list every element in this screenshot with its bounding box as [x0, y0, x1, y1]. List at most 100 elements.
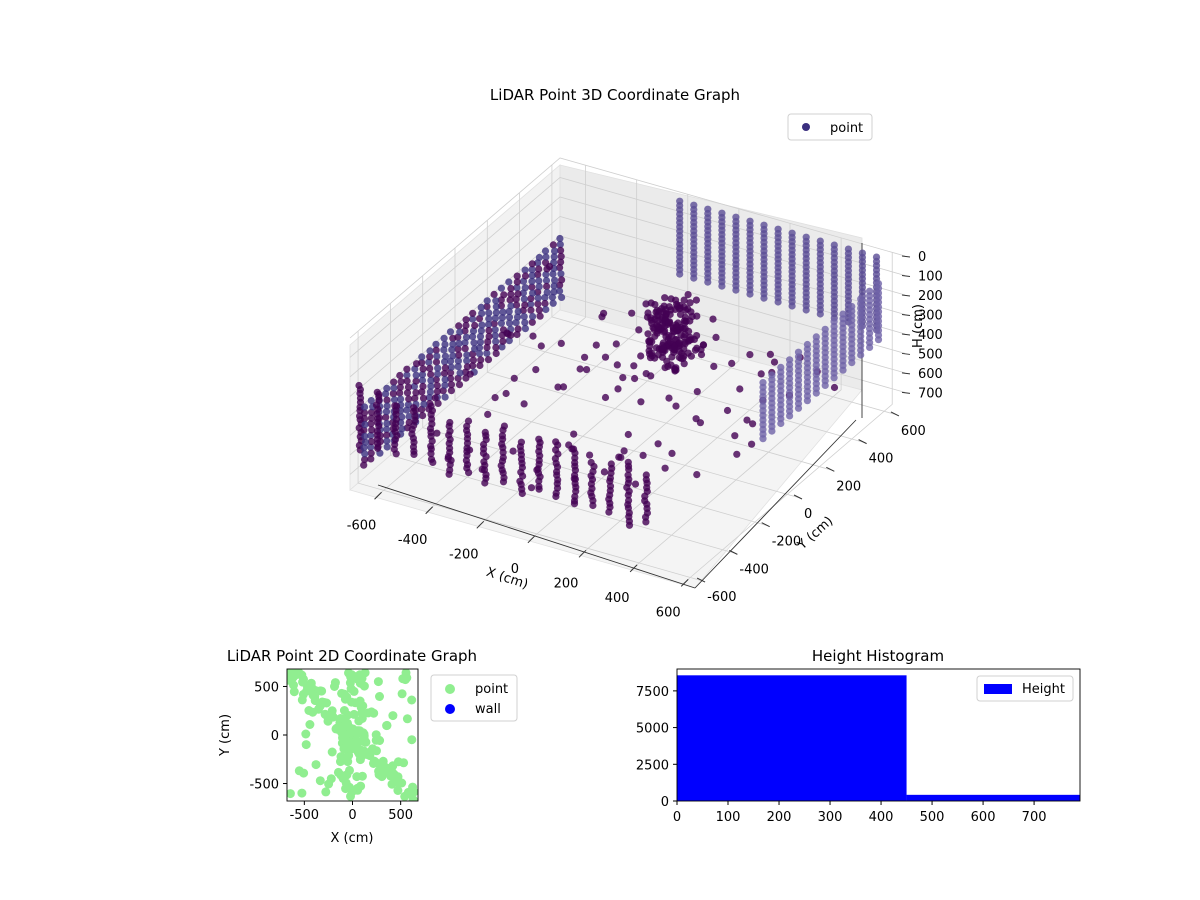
scatter-3d-point: [534, 465, 542, 473]
scatter-3d-point: [446, 328, 455, 336]
scatter-3d-point: [411, 412, 419, 420]
scatter-3d-point: [491, 314, 499, 322]
scatter-3d-point: [830, 374, 838, 382]
scatter-3d-point: [535, 277, 543, 285]
scatter-3d-point: [675, 305, 684, 313]
scatter-3d-point: [367, 431, 375, 440]
scatter-3d-point: [408, 430, 416, 438]
scatter-3d-point: [605, 495, 613, 503]
scatter-3d-point: [718, 282, 726, 290]
scatter-3d-point: [661, 464, 669, 472]
scatter-2d-point: [371, 730, 381, 740]
scatter-3d-point: [469, 327, 478, 335]
scatter-3d-point: [491, 394, 499, 402]
scatter-3d-point: [685, 327, 693, 335]
scatter-3d-point: [558, 276, 566, 284]
scatter-3d-point: [534, 271, 542, 279]
scatter-3d-point: [477, 327, 485, 335]
histogram-y-tick-label: 2500: [636, 758, 669, 773]
scatter-3d-point: [389, 390, 397, 398]
scatter-3d-point: [512, 319, 520, 327]
scatter-3d-point: [433, 352, 441, 360]
scatter-3d-point: [557, 270, 565, 278]
scatter-3d-point: [505, 313, 514, 321]
scatter-3d-point: [462, 333, 471, 341]
grid-line-y: [486, 220, 833, 471]
scatter-3d-point: [413, 360, 421, 368]
scatter-3d-point: [441, 364, 449, 372]
scatter-3d-point: [492, 349, 500, 358]
scatter-3d-point: [498, 440, 506, 448]
scatter-3d-point: [543, 288, 551, 296]
scatter-2d-point: [388, 711, 398, 721]
scatter-2d-point: [353, 675, 363, 684]
scatter-3d-point: [605, 508, 613, 516]
scatter-2d-point: [346, 738, 356, 748]
scatter-3d-point: [427, 382, 435, 390]
x-tick-label: -400: [398, 533, 428, 548]
scatter-3d-point: [392, 406, 400, 414]
scatter-3d-point: [675, 353, 684, 362]
scatter-2d-point: [345, 765, 354, 775]
scatter-3d-point: [498, 343, 506, 351]
scatter-3d-point: [746, 290, 754, 298]
histogram-bars: [677, 675, 1080, 801]
scatter-3d-point: [513, 284, 521, 292]
scatter-3d-point: [383, 443, 391, 451]
legend-2d-label-point: point: [475, 682, 508, 697]
scatter-3d-point: [367, 449, 375, 457]
x-tick: [374, 491, 382, 500]
scatter-3d-point: [514, 290, 522, 298]
scatter-3d-point: [469, 309, 477, 317]
scatter-2d-point: [408, 782, 418, 792]
histogram-frame: [676, 668, 1081, 802]
scatter-3d-point: [403, 389, 412, 397]
scatter-3d-point: [550, 288, 558, 296]
scatter-2d-point: [311, 760, 321, 770]
scatter-3d-point: [483, 349, 491, 357]
scatter-3d-point: [770, 358, 779, 366]
scatter-3d-point: [456, 369, 464, 377]
h-tick-label: 500: [918, 347, 943, 362]
scatter-3d-point: [485, 315, 493, 323]
scatter-3d-point: [454, 363, 462, 371]
scatter-3d-point: [432, 340, 440, 348]
scatter-3d-point: [513, 330, 521, 339]
scatter-3d-point: [570, 445, 578, 453]
grid-line-y: [454, 248, 801, 499]
grid-line-y: [422, 275, 768, 527]
scatter-3d-point: [374, 415, 382, 423]
scatter-3d-point: [671, 365, 679, 373]
scatter-3d-point: [812, 389, 820, 397]
scatter-2d-point: [317, 697, 327, 707]
scatter-3d-point: [373, 388, 381, 396]
scatter-2d-point: [380, 762, 390, 772]
scatter-3d-point: [463, 357, 471, 365]
scatter-3d-point: [732, 286, 740, 294]
scatter-3d-point: [446, 427, 454, 435]
scatter-3d-point: [570, 430, 578, 438]
scatter-3d-point: [514, 325, 522, 333]
scatter-3d-point: [746, 351, 754, 359]
scatter-3d-point: [757, 370, 765, 378]
scatter-2d-point: [305, 720, 315, 729]
scatter-3d-point: [535, 306, 543, 314]
scatter-3d-point: [628, 309, 636, 317]
scatter-2d-point: [347, 697, 356, 707]
scatter-3d-point: [542, 270, 550, 279]
scatter-3d-point: [491, 326, 499, 334]
scatter-3d-point: [516, 477, 524, 485]
scatter-3d-point: [441, 393, 449, 401]
histogram-x-tick-label: 300: [818, 810, 843, 825]
scatter-3d-point: [403, 406, 411, 414]
scatter-3d-point: [479, 449, 488, 457]
scatter-3d-point: [518, 485, 526, 493]
scatter-3d-point: [462, 456, 470, 464]
scatter-3d-point: [651, 332, 659, 340]
scatter-3d-point: [419, 394, 428, 402]
scatter-3d-point: [565, 441, 573, 449]
scatter-3d-point: [383, 402, 391, 410]
scatter-3d-point: [558, 293, 566, 301]
legend-3d-box: [787, 113, 873, 141]
scatter-3d-point: [500, 474, 508, 482]
